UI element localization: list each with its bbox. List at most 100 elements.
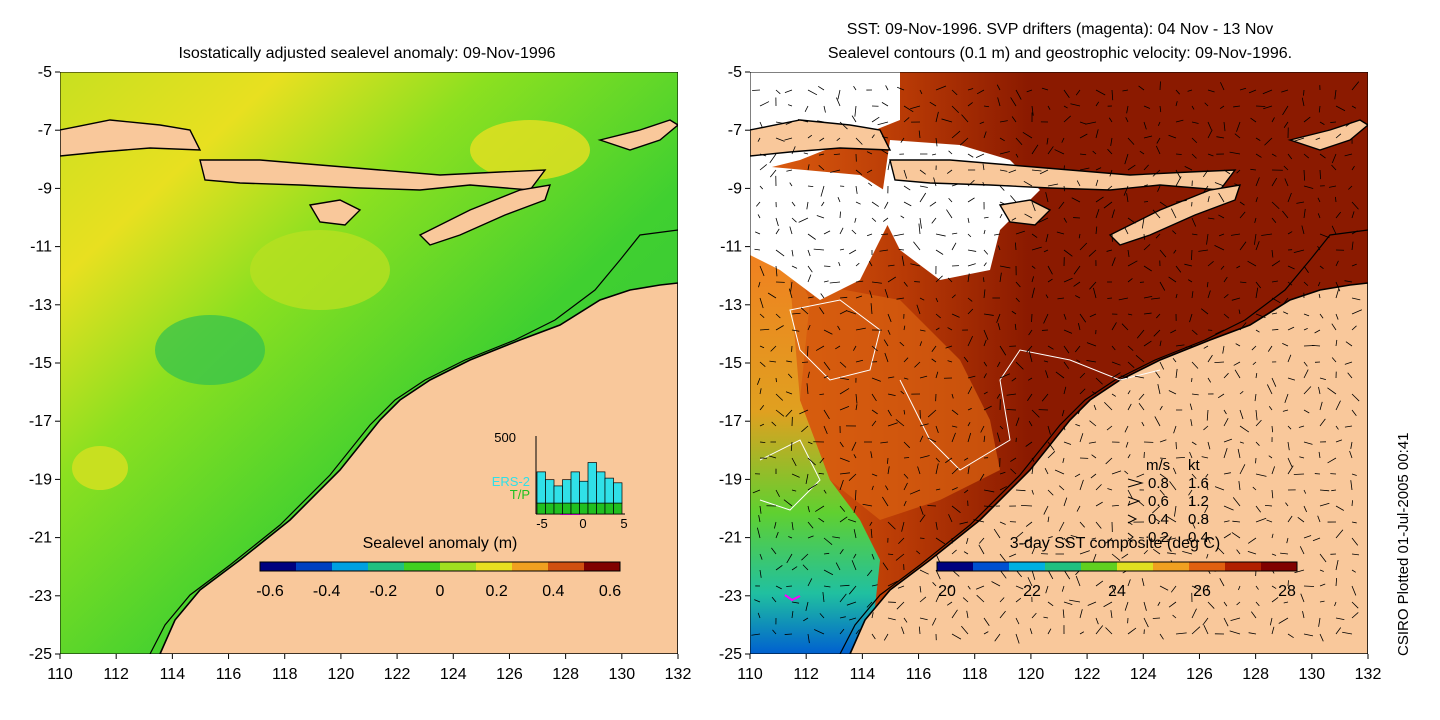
x-tick-label: 126 xyxy=(1186,666,1213,683)
colorbar-swatch xyxy=(1045,562,1082,571)
inset-bar-ers2 xyxy=(570,471,580,504)
velocity-arrow xyxy=(855,629,860,635)
velocity-arrow xyxy=(1331,489,1337,492)
velocity-arrow xyxy=(983,631,989,635)
velocity-arrow xyxy=(1079,153,1087,156)
velocity-arrow xyxy=(839,505,846,512)
velocity-arrow xyxy=(1255,601,1260,607)
velocity-arrow xyxy=(1232,520,1241,523)
velocity-arrow xyxy=(854,105,857,117)
velocity-arrow xyxy=(919,192,927,203)
velocity-arrow xyxy=(1283,601,1289,604)
velocity-arrow xyxy=(759,505,762,514)
velocity-arrow xyxy=(1331,357,1337,363)
velocity-arrow xyxy=(1271,312,1278,315)
velocity-arrow xyxy=(903,325,906,331)
sumba-island xyxy=(998,199,1052,226)
legend-kt-value: 1.2 xyxy=(1188,493,1209,510)
legend-ms-value: 0.2 xyxy=(1148,529,1169,546)
velocity-arrow xyxy=(775,325,784,331)
velocity-arrow xyxy=(951,549,957,555)
velocity-arrow xyxy=(1303,505,1307,513)
velocity-arrow xyxy=(1054,469,1065,475)
velocity-arrow xyxy=(1127,164,1136,171)
velocity-arrow xyxy=(1045,370,1049,379)
velocity-arrow xyxy=(1047,265,1053,275)
velocity-arrow xyxy=(1351,201,1359,210)
velocity-arrow xyxy=(1107,148,1113,155)
velocity-arrow xyxy=(1127,403,1132,411)
velocity-arrow xyxy=(814,629,825,635)
velocity-arrow xyxy=(1031,233,1038,238)
velocity-arrow xyxy=(1348,185,1353,190)
velocity-arrow xyxy=(887,376,895,379)
velocity-arrow xyxy=(1344,280,1353,283)
velocity-arrow xyxy=(783,499,793,507)
velocity-arrow xyxy=(836,97,841,107)
velocity-arrow xyxy=(1093,287,1097,299)
velocity-arrow xyxy=(1317,213,1321,219)
velocity-arrow xyxy=(807,296,814,299)
plot-credit: CSIRO Plotted 01-Jul-2005 00:41 xyxy=(1395,433,1412,656)
y-tick-label: -21 xyxy=(29,530,52,547)
velocity-arrow xyxy=(1229,630,1241,635)
velocity-arrow xyxy=(1143,295,1153,299)
velocity-arrow xyxy=(807,274,812,283)
velocity-arrow xyxy=(1127,278,1133,283)
velocity-arrow xyxy=(854,217,857,223)
x-tick-label: 128 xyxy=(1242,666,1269,683)
velocity-arrow xyxy=(1089,281,1097,290)
velocity-arrow xyxy=(759,153,767,157)
velocity-arrow xyxy=(866,169,873,174)
velocity-arrow xyxy=(973,519,985,523)
legend-kt-value: 1.6 xyxy=(1188,475,1209,492)
velocity-arrow xyxy=(983,277,985,283)
velocity-arrow xyxy=(1095,501,1103,507)
velocity-arrow xyxy=(839,361,847,368)
velocity-arrow xyxy=(1015,361,1024,370)
velocity-arrow xyxy=(1255,505,1262,513)
velocity-arrow xyxy=(769,169,777,178)
velocity-arrow xyxy=(983,229,986,235)
velocity-arrow xyxy=(871,485,874,491)
velocity-arrow xyxy=(1189,313,1193,323)
velocity-arrow xyxy=(903,377,909,380)
velocity-arrow xyxy=(807,345,809,357)
velocity-arrow xyxy=(1271,597,1279,603)
velocity-arrow xyxy=(1271,117,1275,123)
velocity-arrow xyxy=(1311,344,1321,347)
y-tick-label: -15 xyxy=(29,355,52,372)
velocity-arrow xyxy=(1282,297,1289,305)
velocity-arrow xyxy=(1153,548,1161,555)
velocity-arrow xyxy=(1127,579,1131,587)
velocity-arrow xyxy=(887,457,889,464)
velocity-arrow xyxy=(999,373,1011,379)
y-tick-label: -21 xyxy=(719,530,742,547)
velocity-arrow xyxy=(946,209,953,219)
velocity-arrow xyxy=(1220,82,1225,91)
velocity-arrow xyxy=(884,201,889,209)
velocity-arrow xyxy=(1319,569,1324,572)
velocity-arrow xyxy=(1025,521,1033,527)
velocity-arrow xyxy=(900,390,905,395)
velocity-arrow xyxy=(1204,102,1209,107)
inset-x-tick-label: 5 xyxy=(620,516,627,531)
right-panel-title-line2: Sealevel contours (0.1 m) and geostrophi… xyxy=(828,45,1292,62)
velocity-arrow xyxy=(919,89,923,95)
velocity-arrow xyxy=(1107,185,1113,191)
velocity-arrow xyxy=(880,149,889,155)
velocity-arrow xyxy=(1047,489,1054,496)
velocity-arrow xyxy=(817,120,825,123)
velocity-arrow xyxy=(751,633,761,636)
velocity-arrow xyxy=(849,617,857,621)
velocity-arrow xyxy=(1011,217,1017,221)
velocity-arrow xyxy=(910,105,921,110)
velocity-arrow xyxy=(1127,361,1135,369)
velocity-arrow xyxy=(870,451,873,459)
velocity-arrow xyxy=(1344,425,1353,428)
velocity-arrow xyxy=(951,242,957,251)
velocity-arrow xyxy=(1014,242,1017,251)
velocity-arrow xyxy=(919,341,923,347)
velocity-arrow xyxy=(839,121,848,130)
velocity-arrow xyxy=(839,310,848,315)
